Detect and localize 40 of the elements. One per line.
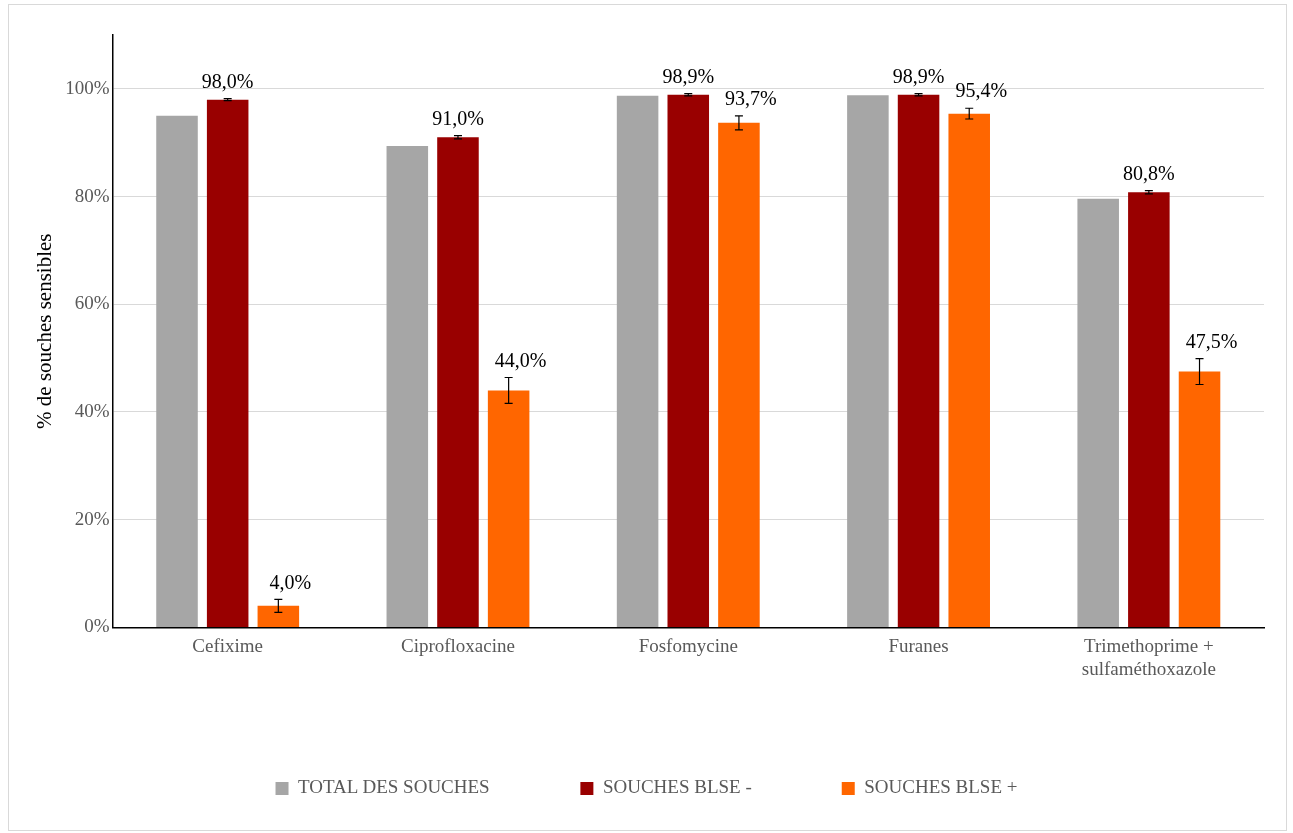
data-label: 98,9% <box>662 64 715 87</box>
bar <box>847 95 889 627</box>
x-tick-label: Ciprofloxacine <box>400 634 515 656</box>
data-label: 91,0% <box>432 106 484 129</box>
bar <box>257 605 300 627</box>
data-label: 95,4% <box>955 79 1008 102</box>
data-label: 4,0% <box>269 570 312 593</box>
y-tick-label: 60% <box>74 292 110 314</box>
bar <box>156 115 198 627</box>
y-tick-label: 20% <box>74 507 110 529</box>
data-label: 93,7% <box>725 87 777 110</box>
bar <box>437 137 479 627</box>
data-label: 98,9% <box>892 64 945 87</box>
legend-label: TOTAL DES SOUCHES <box>298 776 490 798</box>
legend-label: SOUCHES BLSE + <box>864 776 1018 798</box>
bar <box>897 94 940 627</box>
legend-label: SOUCHES BLSE - <box>602 776 752 798</box>
data-label: 47,5% <box>1185 329 1238 352</box>
data-label: 98,0% <box>201 69 254 92</box>
y-tick-label: 100% <box>65 76 110 98</box>
bar <box>718 122 760 627</box>
bar <box>487 390 530 627</box>
data-label: 44,0% <box>494 348 547 371</box>
bar <box>386 145 429 627</box>
bar <box>1077 198 1119 627</box>
bar <box>616 95 659 627</box>
x-tick-label: Furanes <box>888 634 949 656</box>
x-tick-label: Trimethoprime + sulfaméthoxazole <box>1081 634 1216 679</box>
x-tick-label: Fosfomycine <box>638 634 738 656</box>
x-tick-label: Cefixime <box>192 634 264 656</box>
bar <box>206 99 249 627</box>
bar <box>948 113 990 627</box>
bar <box>1178 371 1221 627</box>
bar <box>667 94 710 627</box>
y-tick-label: 80% <box>74 184 110 206</box>
y-axis-title: % de souches sensibles <box>32 233 57 429</box>
bar <box>1128 192 1170 627</box>
y-tick-label: 0% <box>84 615 110 637</box>
data-label: 80,8% <box>1123 161 1175 184</box>
y-tick-label: 40% <box>74 399 110 421</box>
